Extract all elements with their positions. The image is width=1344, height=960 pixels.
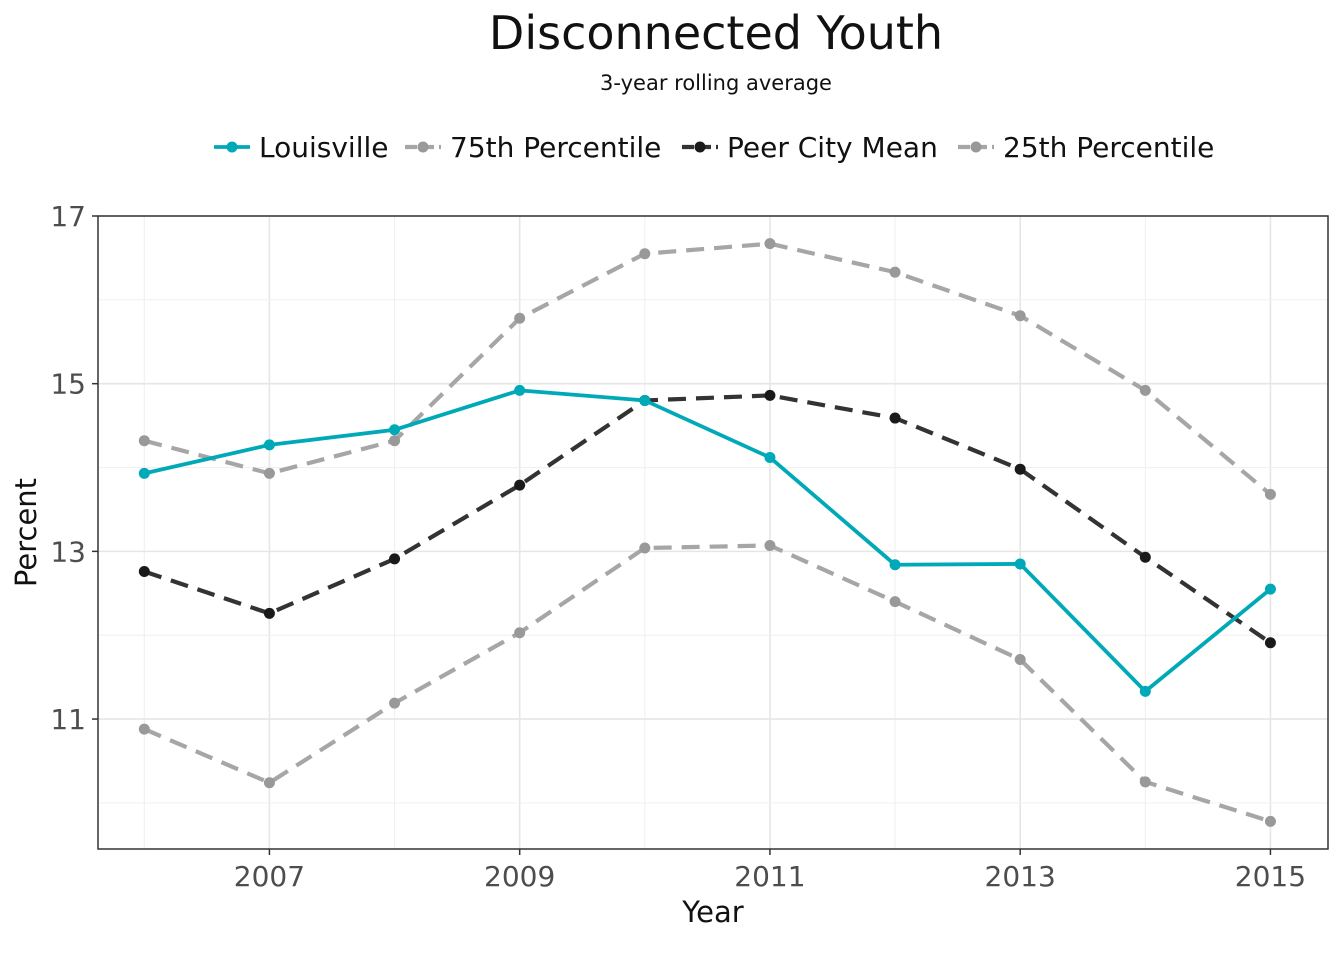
data-point bbox=[764, 539, 776, 551]
series-peer-city-mean bbox=[138, 389, 1276, 649]
grid bbox=[98, 215, 1328, 849]
data-point bbox=[263, 467, 275, 479]
legend-label: Louisville bbox=[259, 131, 389, 164]
data-point bbox=[1139, 384, 1151, 396]
x-axis-title: Year bbox=[681, 895, 743, 929]
data-point bbox=[514, 627, 526, 639]
data-point bbox=[1139, 776, 1151, 788]
series-line bbox=[143, 241, 1272, 496]
data-point bbox=[389, 553, 401, 565]
data-point bbox=[639, 248, 651, 260]
series-layer bbox=[138, 238, 1276, 827]
data-point bbox=[514, 479, 526, 491]
data-point bbox=[764, 451, 776, 463]
legend-key-point bbox=[417, 141, 429, 153]
data-point bbox=[514, 384, 526, 396]
series-line bbox=[143, 393, 1272, 645]
series-25th-percentile bbox=[138, 539, 1276, 827]
chart-title: Disconnected Youth bbox=[488, 6, 944, 60]
axes: 2007 2009 2011 2013 2015 11 13 15 17 bbox=[50, 200, 1306, 893]
series-75th-percentile bbox=[138, 238, 1276, 500]
legend-key-point bbox=[970, 141, 982, 153]
legend-key-point bbox=[226, 141, 238, 153]
legend-label: Peer City Mean bbox=[727, 131, 938, 164]
data-point bbox=[1264, 637, 1276, 649]
data-point bbox=[263, 777, 275, 789]
data-point bbox=[1014, 558, 1026, 570]
y-tick-label: 17 bbox=[50, 200, 86, 233]
data-point bbox=[764, 389, 776, 401]
data-point bbox=[389, 424, 401, 436]
data-point bbox=[764, 238, 776, 250]
data-point bbox=[1264, 815, 1276, 827]
data-point bbox=[1264, 488, 1276, 500]
data-point bbox=[889, 596, 901, 608]
chart-subtitle: 3-year rolling average bbox=[600, 71, 832, 95]
data-point bbox=[263, 607, 275, 619]
y-tick-label: 11 bbox=[50, 703, 86, 736]
y-tick-label: 15 bbox=[50, 368, 86, 401]
x-tick-label: 2015 bbox=[1235, 860, 1306, 893]
data-point bbox=[1139, 551, 1151, 563]
x-tick-label: 2009 bbox=[484, 860, 555, 893]
data-point bbox=[138, 467, 150, 479]
data-point bbox=[889, 559, 901, 571]
data-point bbox=[639, 542, 651, 554]
x-tick-label: 2007 bbox=[234, 860, 305, 893]
series-line bbox=[143, 543, 1272, 824]
data-point bbox=[138, 435, 150, 447]
data-point bbox=[1264, 583, 1276, 595]
y-tick-label: 13 bbox=[50, 535, 86, 568]
x-tick-label: 2011 bbox=[734, 860, 805, 893]
legend-key-point bbox=[694, 141, 706, 153]
legend-item: Peer City Mean bbox=[682, 131, 938, 164]
data-point bbox=[138, 723, 150, 735]
data-point bbox=[263, 439, 275, 451]
legend-label: 25th Percentile bbox=[1003, 131, 1214, 164]
data-point bbox=[1139, 685, 1151, 697]
data-point bbox=[389, 435, 401, 447]
legend: Louisville 75th Percentile Peer City Mean 2… bbox=[214, 131, 1214, 164]
x-tick-label: 2013 bbox=[985, 860, 1056, 893]
legend-item: Louisville bbox=[214, 131, 389, 164]
legend-label: 75th Percentile bbox=[450, 131, 661, 164]
plot-border bbox=[97, 215, 1329, 850]
data-point bbox=[514, 312, 526, 324]
legend-item: 25th Percentile bbox=[958, 131, 1214, 164]
data-point bbox=[138, 565, 150, 577]
legend-item: 75th Percentile bbox=[405, 131, 661, 164]
y-axis-title: Percent bbox=[9, 478, 43, 587]
data-point bbox=[639, 394, 651, 406]
data-point bbox=[889, 266, 901, 278]
data-point bbox=[1014, 463, 1026, 475]
series-line bbox=[143, 388, 1272, 694]
series-louisville bbox=[138, 384, 1276, 697]
data-point bbox=[389, 697, 401, 709]
data-point bbox=[889, 412, 901, 424]
data-point bbox=[1014, 654, 1026, 666]
data-point bbox=[1014, 310, 1026, 322]
